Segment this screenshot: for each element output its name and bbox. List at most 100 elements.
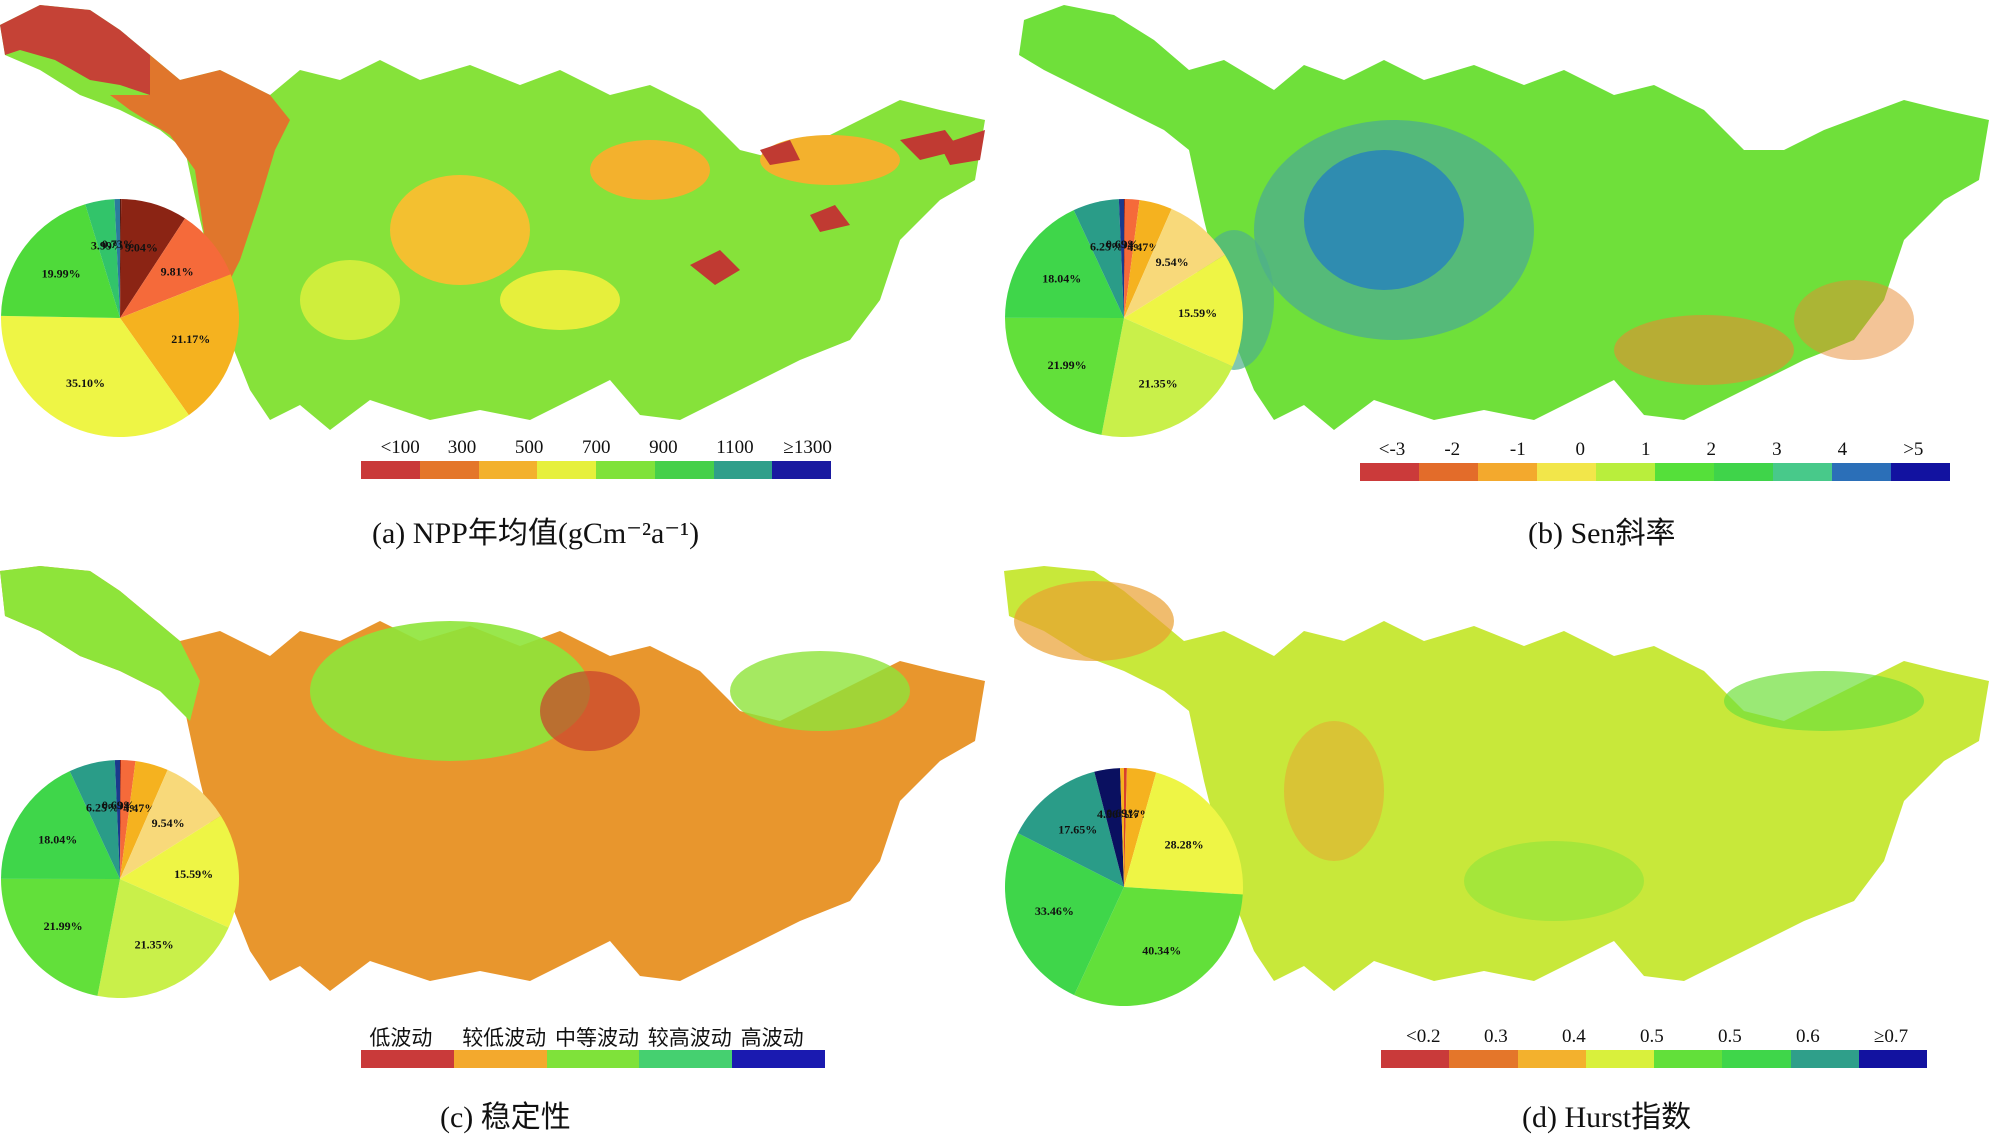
pie-slice [1124,772,1243,895]
pie-slice [1124,768,1157,887]
legend-swatch [1722,1050,1791,1068]
pie-label: 18.04% [1042,271,1081,285]
pie-slice [1005,317,1124,435]
legend-label: 900 [649,437,678,458]
pie-slice [1,771,121,879]
pie-label: 0.69% [1106,806,1139,820]
pie-label: 35.10% [66,376,105,390]
legend-swatch [453,1050,547,1068]
legend-label: 较低波动 [462,1026,547,1050]
hurst-pie-chart: 0.51%0.02%5.17%28.28%40.34%33.46%17.65%4… [1005,768,1243,1006]
plateau-low-npp [0,5,160,95]
pie-label: 21.17% [171,332,210,346]
pie-slice [1124,208,1225,318]
pie-slice [0,878,121,996]
pie-label: 21.99% [1048,358,1087,372]
pie-label: 5.17% [1119,807,1152,821]
basin-shape [1004,566,1989,991]
legend-label: 2 [1706,439,1717,460]
pie-label: 40.34% [1142,943,1181,957]
pie-slice [1124,254,1243,367]
legend-swatch [478,461,538,479]
legend-swatch [1381,1050,1450,1068]
legend-swatch [772,461,831,479]
pie-slice [85,199,120,318]
pie-slice [114,760,120,879]
pie-label: 9.54% [152,816,185,830]
legend-swatch [419,461,479,479]
legend-label: 高波动 [740,1026,804,1050]
legend-label: 0.5 [1718,1026,1742,1047]
pie-slice [114,199,120,318]
legend-label: ≥0.7 [1874,1026,1909,1047]
pie-slice [1073,199,1124,318]
panel-sen-slope: 0.14% 1.94% 4.47% 9.54% 15.59% 21.35% 21.99% 18… [1004,0,2007,561]
legend-label: 较高波动 [647,1026,732,1050]
legend-swatch [713,461,773,479]
legend-label: -2 [1444,439,1461,460]
legend-swatch [639,1050,733,1068]
sen-legend-bar [1360,463,1950,481]
legend-swatch [1655,463,1714,481]
legend-swatch [1790,1050,1859,1068]
pie-slice [1005,833,1124,996]
panel-npp-mean: 0.16% 9.04% 9.81% 21.17% 35.10% 19.99% 3.99% 0.… [0,0,1003,561]
pie-label: 17.65% [1058,822,1097,836]
legend-label: <100 [380,437,420,458]
stability-pie-chart: 0.14%1.94%4.47%9.54%15.59%21.35%21.99%18… [0,760,240,998]
legend-label: 4 [1837,439,1848,460]
legend-label: <-3 [1378,439,1406,460]
pie-slice [120,761,168,879]
legend-swatch [1585,1050,1654,1068]
legend-label: 700 [582,437,611,458]
npp-legend-bar [361,461,831,479]
pie-label: 21.35% [1139,376,1178,390]
stability-map [0,566,985,991]
legend-label: 中等波动 [555,1026,639,1050]
caption-a: (a) NPP年均值(gCm⁻²a⁻¹) [372,517,700,550]
legend-swatch [546,1050,640,1068]
basin-shape [0,566,985,991]
pie-slice [1120,768,1124,887]
pie-label: 0.73% [102,237,135,251]
legend-swatch [1360,463,1419,481]
pie-slice [1124,199,1140,318]
legend-label: 500 [514,437,544,458]
legend-label: 1100 [716,437,754,458]
legend-label: >5 [1903,439,1924,460]
pie-slice [1094,768,1124,887]
legend-label: 1 [1641,439,1651,460]
legend-swatch [1773,463,1832,481]
pie-slice [120,760,136,879]
panel-hurst: 0.51% 0.02% 5.17% 28.28% 40.34% 33.46% 17.65% 4… [1004,561,2007,1134]
pie-slice [120,815,240,928]
pie-label: 33.46% [1035,904,1074,918]
panel-stability: 0.14% 1.94% 4.47% 9.54% 15.59% 21.35% 21.99% 18… [0,561,1003,1134]
pie-label: 0.69% [102,798,135,812]
pie-slice [1101,318,1233,437]
pie-label: 6.25% [1090,239,1123,253]
legend-swatch [1419,463,1478,481]
pie-slice [120,274,240,416]
stability-legend-bar [361,1050,825,1068]
lowland-red-patches [690,130,985,285]
pie-slice [1118,199,1124,318]
legend-swatch [1478,463,1537,481]
legend-label: 3 [1772,439,1782,460]
orange-transition [110,55,290,300]
legend-swatch [1449,1050,1518,1068]
legend-swatch [1832,463,1891,481]
legend-label: 0 [1575,439,1585,460]
legend-label: <0.2 [1406,1026,1441,1047]
pie-slice [69,760,120,879]
pie-slice [1017,771,1124,887]
legend-label: ≥1300 [783,437,832,458]
hurst-map [1004,566,1989,991]
caption-d: (d) Hurst指数 [1522,1101,1692,1134]
pie-slice [97,879,229,998]
legend-label: 0.5 [1640,1026,1664,1047]
pie-label: 9.81% [161,264,194,278]
pie-slice [120,199,186,318]
pie-slice [1,204,121,318]
legend-label: 0.4 [1562,1026,1586,1047]
